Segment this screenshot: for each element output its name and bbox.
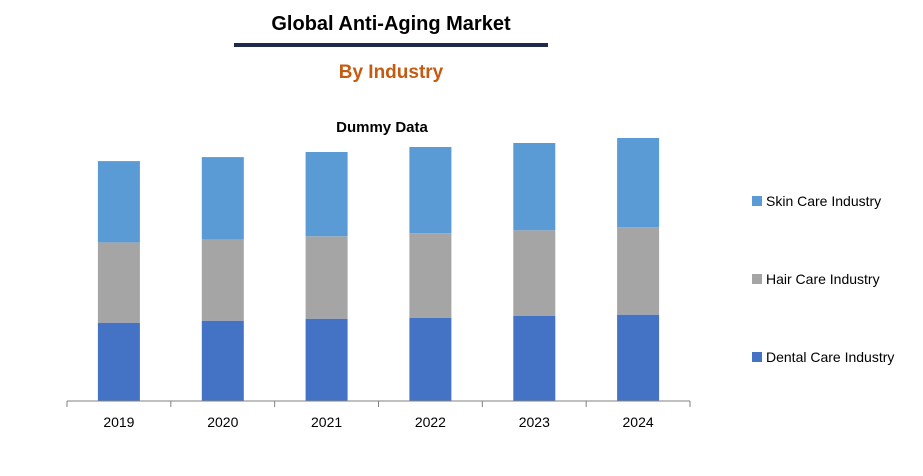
legend: Skin Care Industry Hair Care Industry Dent… xyxy=(752,193,894,365)
bar-hair-care-industry-2021 xyxy=(305,236,348,319)
bar-dental-care-industry-2024 xyxy=(617,314,660,401)
x-tick-label: 2021 xyxy=(311,414,342,430)
bar-dental-care-industry-2019 xyxy=(97,322,140,401)
legend-swatch-dental-care-industry xyxy=(752,352,762,362)
legend-label-dental-care-industry: Dental Care Industry xyxy=(766,349,894,365)
bar-skin-care-industry-2022 xyxy=(409,147,452,234)
title-underline xyxy=(234,43,548,47)
legend-swatch-skin-care-industry xyxy=(752,196,762,206)
x-tick-label: 2023 xyxy=(519,414,550,430)
bar-skin-care-industry-2020 xyxy=(201,157,244,240)
bar-dental-care-industry-2021 xyxy=(305,318,348,401)
bar-hair-care-industry-2020 xyxy=(201,239,244,321)
bar-hair-care-industry-2023 xyxy=(513,230,556,316)
bar-skin-care-industry-2021 xyxy=(305,152,348,237)
x-tick-label: 2022 xyxy=(415,414,446,430)
bar-skin-care-industry-2019 xyxy=(97,161,140,243)
bar-hair-care-industry-2024 xyxy=(617,227,660,315)
bar-skin-care-industry-2023 xyxy=(513,143,556,231)
bar-dental-care-industry-2020 xyxy=(201,320,244,401)
page-subtitle: By Industry xyxy=(338,62,444,83)
legend-label-hair-care-industry: Hair Care Industry xyxy=(766,271,880,287)
bar-dental-care-industry-2023 xyxy=(513,315,556,401)
page-title: Global Anti-Aging Market xyxy=(271,13,511,35)
legend-label-skin-care-industry: Skin Care Industry xyxy=(766,193,881,209)
x-tick-label: 2024 xyxy=(623,414,654,430)
bar-hair-care-industry-2019 xyxy=(97,242,140,323)
bars-group xyxy=(97,138,660,401)
chart-title: Dummy Data xyxy=(336,119,428,136)
x-tick-label: 2020 xyxy=(207,414,238,430)
x-axis: 2019 2020 2021 2022 2023 2024 xyxy=(66,400,691,430)
legend-swatch-hair-care-industry xyxy=(752,274,762,284)
x-tick-label: 2019 xyxy=(103,414,134,430)
bar-dental-care-industry-2022 xyxy=(409,317,452,401)
bar-skin-care-industry-2024 xyxy=(617,138,660,228)
bar-hair-care-industry-2022 xyxy=(409,233,452,318)
